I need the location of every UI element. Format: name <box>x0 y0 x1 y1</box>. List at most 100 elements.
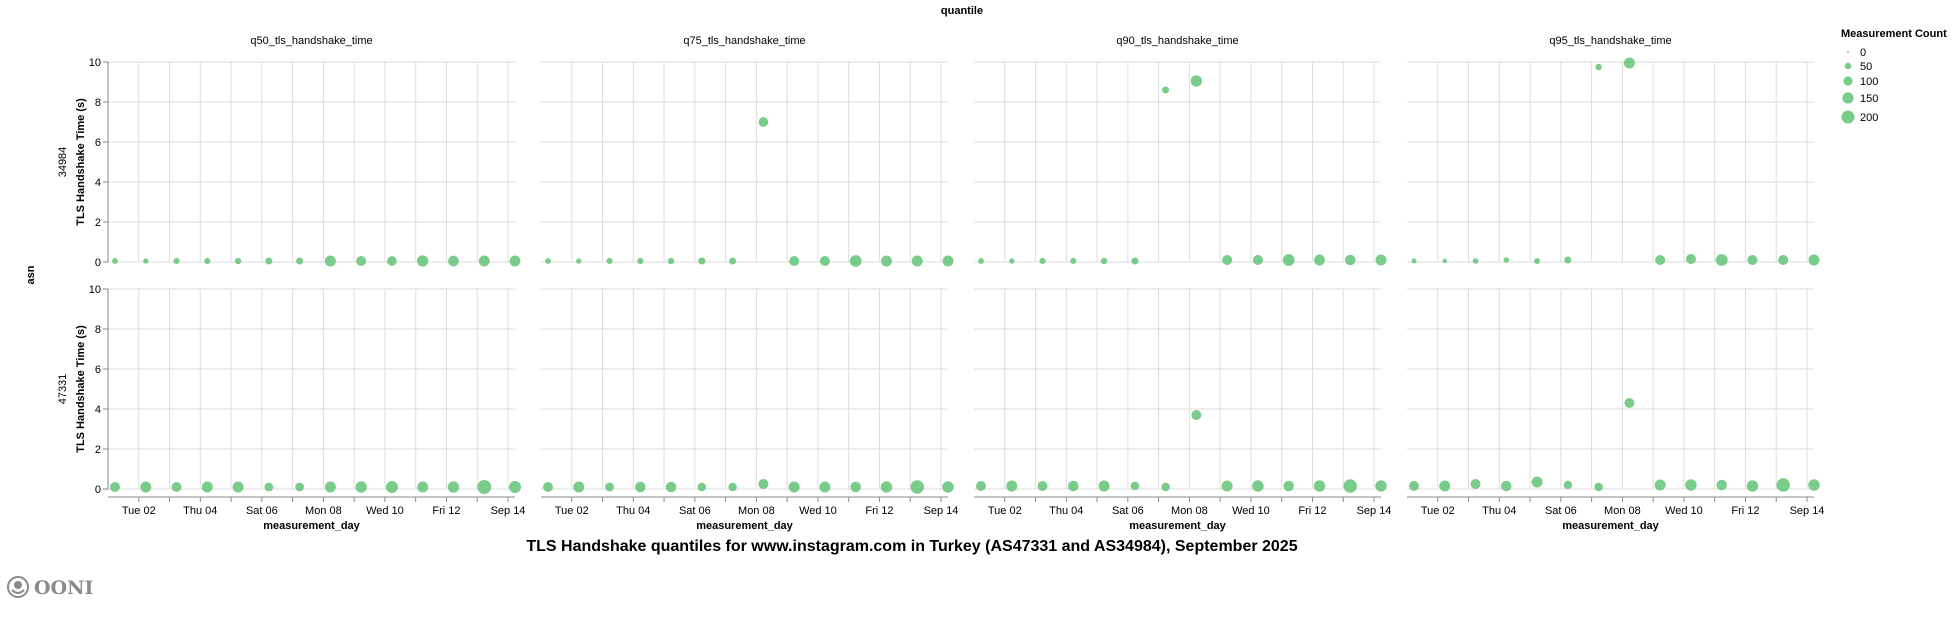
data-point <box>264 482 274 492</box>
x-tick-label: Sep 14 <box>924 505 959 517</box>
legend-symbol <box>1847 51 1849 53</box>
legend-label: 50 <box>1860 61 1872 73</box>
legend-label: 200 <box>1860 112 1878 124</box>
data-point <box>232 481 244 493</box>
panel <box>541 61 954 267</box>
data-point <box>1531 476 1543 488</box>
y-tick-label: 6 <box>95 137 101 149</box>
data-point <box>1715 254 1728 266</box>
data-point <box>1375 254 1387 266</box>
legend-symbol <box>1842 92 1854 104</box>
x-tick-label: Tue 02 <box>555 505 589 517</box>
data-point <box>1009 258 1015 264</box>
data-point <box>1808 254 1820 266</box>
y-tick-label: 2 <box>95 444 101 456</box>
panel: 0 2 4 6 8 10 <box>89 57 521 269</box>
data-point <box>1130 481 1140 491</box>
x-tick-label: Thu 04 <box>183 505 217 517</box>
data-point <box>204 257 211 265</box>
y-tick-label: 4 <box>95 404 101 416</box>
data-point <box>758 117 769 127</box>
data-point <box>1037 481 1048 491</box>
data-point <box>112 258 118 264</box>
panel <box>974 61 1387 266</box>
panel: 0 2 4 6 8 10 Tue 02 Thu 04 Sat 06 Mon 08 Wed 10 Fri… <box>89 284 526 532</box>
data-point <box>1375 480 1387 492</box>
data-point <box>1747 254 1758 266</box>
data-point <box>1624 398 1635 408</box>
data-point <box>573 481 585 493</box>
data-point <box>1131 257 1139 265</box>
data-point <box>385 481 398 493</box>
x-tick-label: Sat 06 <box>679 505 711 517</box>
ooni-logo-icon <box>7 576 29 598</box>
data-point <box>728 482 737 492</box>
x-tick-label: Tue 02 <box>988 505 1022 517</box>
y-tick-label: 4 <box>95 177 101 189</box>
x-tick-label: Tue 02 <box>1421 505 1455 517</box>
data-point <box>477 479 492 495</box>
data-point <box>417 255 429 267</box>
data-point <box>1222 254 1233 266</box>
data-point <box>143 258 149 264</box>
data-point <box>1655 254 1666 266</box>
data-point <box>356 255 367 267</box>
x-tick-label: Wed 10 <box>366 505 404 517</box>
data-point <box>1313 480 1326 492</box>
data-point <box>296 257 304 265</box>
legend-symbol <box>1841 110 1855 124</box>
data-point <box>789 255 800 267</box>
legend-symbol <box>1843 76 1853 86</box>
data-point <box>1439 480 1451 492</box>
chart-title: TLS Handshake quantiles for www.instagra… <box>526 538 1297 555</box>
data-point <box>1472 258 1479 264</box>
data-point <box>911 255 923 267</box>
size-legend: Measurement Count 0 50 100 150 200 <box>1841 28 1947 124</box>
data-point <box>910 480 924 494</box>
y-tick-label: 8 <box>95 97 101 109</box>
data-point <box>788 481 800 493</box>
data-point <box>171 482 182 492</box>
x-tick-label: Thu 04 <box>1482 505 1516 517</box>
data-point <box>819 481 831 493</box>
data-point <box>1283 480 1294 492</box>
data-point <box>1191 410 1202 420</box>
data-point <box>729 257 737 265</box>
data-point <box>545 258 551 264</box>
data-point <box>978 258 984 264</box>
data-point <box>942 481 954 493</box>
data-point <box>234 257 242 265</box>
panel <box>1407 57 1820 266</box>
data-point <box>387 256 397 266</box>
data-point <box>635 481 646 493</box>
data-point <box>1716 479 1727 491</box>
x-tick-label: Tue 02 <box>122 505 156 517</box>
data-point <box>976 481 986 491</box>
y-tick-label: 6 <box>95 364 101 376</box>
data-point <box>201 481 213 493</box>
data-point <box>1501 480 1512 492</box>
column-header: q75_tls_handshake_time <box>683 35 805 47</box>
y-axis-title: TLS Handshake Time (s) <box>75 325 87 453</box>
data-point <box>1623 57 1635 69</box>
data-point <box>881 255 892 267</box>
data-point <box>605 482 615 492</box>
data-point <box>140 481 152 493</box>
data-point <box>509 255 521 267</box>
row-header: 47331 <box>57 374 69 405</box>
data-point <box>1098 480 1110 492</box>
data-point <box>324 255 336 267</box>
data-point <box>1411 258 1417 264</box>
data-point <box>1563 480 1573 490</box>
data-point <box>448 255 459 267</box>
x-tick-label: Wed 10 <box>1665 505 1703 517</box>
data-point <box>1344 254 1356 266</box>
x-axis-title: measurement_day <box>696 520 793 532</box>
data-point <box>295 482 304 492</box>
x-tick-label: Fri 12 <box>1298 505 1326 517</box>
data-point <box>1595 63 1602 71</box>
legend-title: Measurement Count <box>1841 28 1947 40</box>
x-tick-label: Sat 06 <box>246 505 278 517</box>
data-point <box>665 481 677 493</box>
data-point <box>1282 254 1295 266</box>
